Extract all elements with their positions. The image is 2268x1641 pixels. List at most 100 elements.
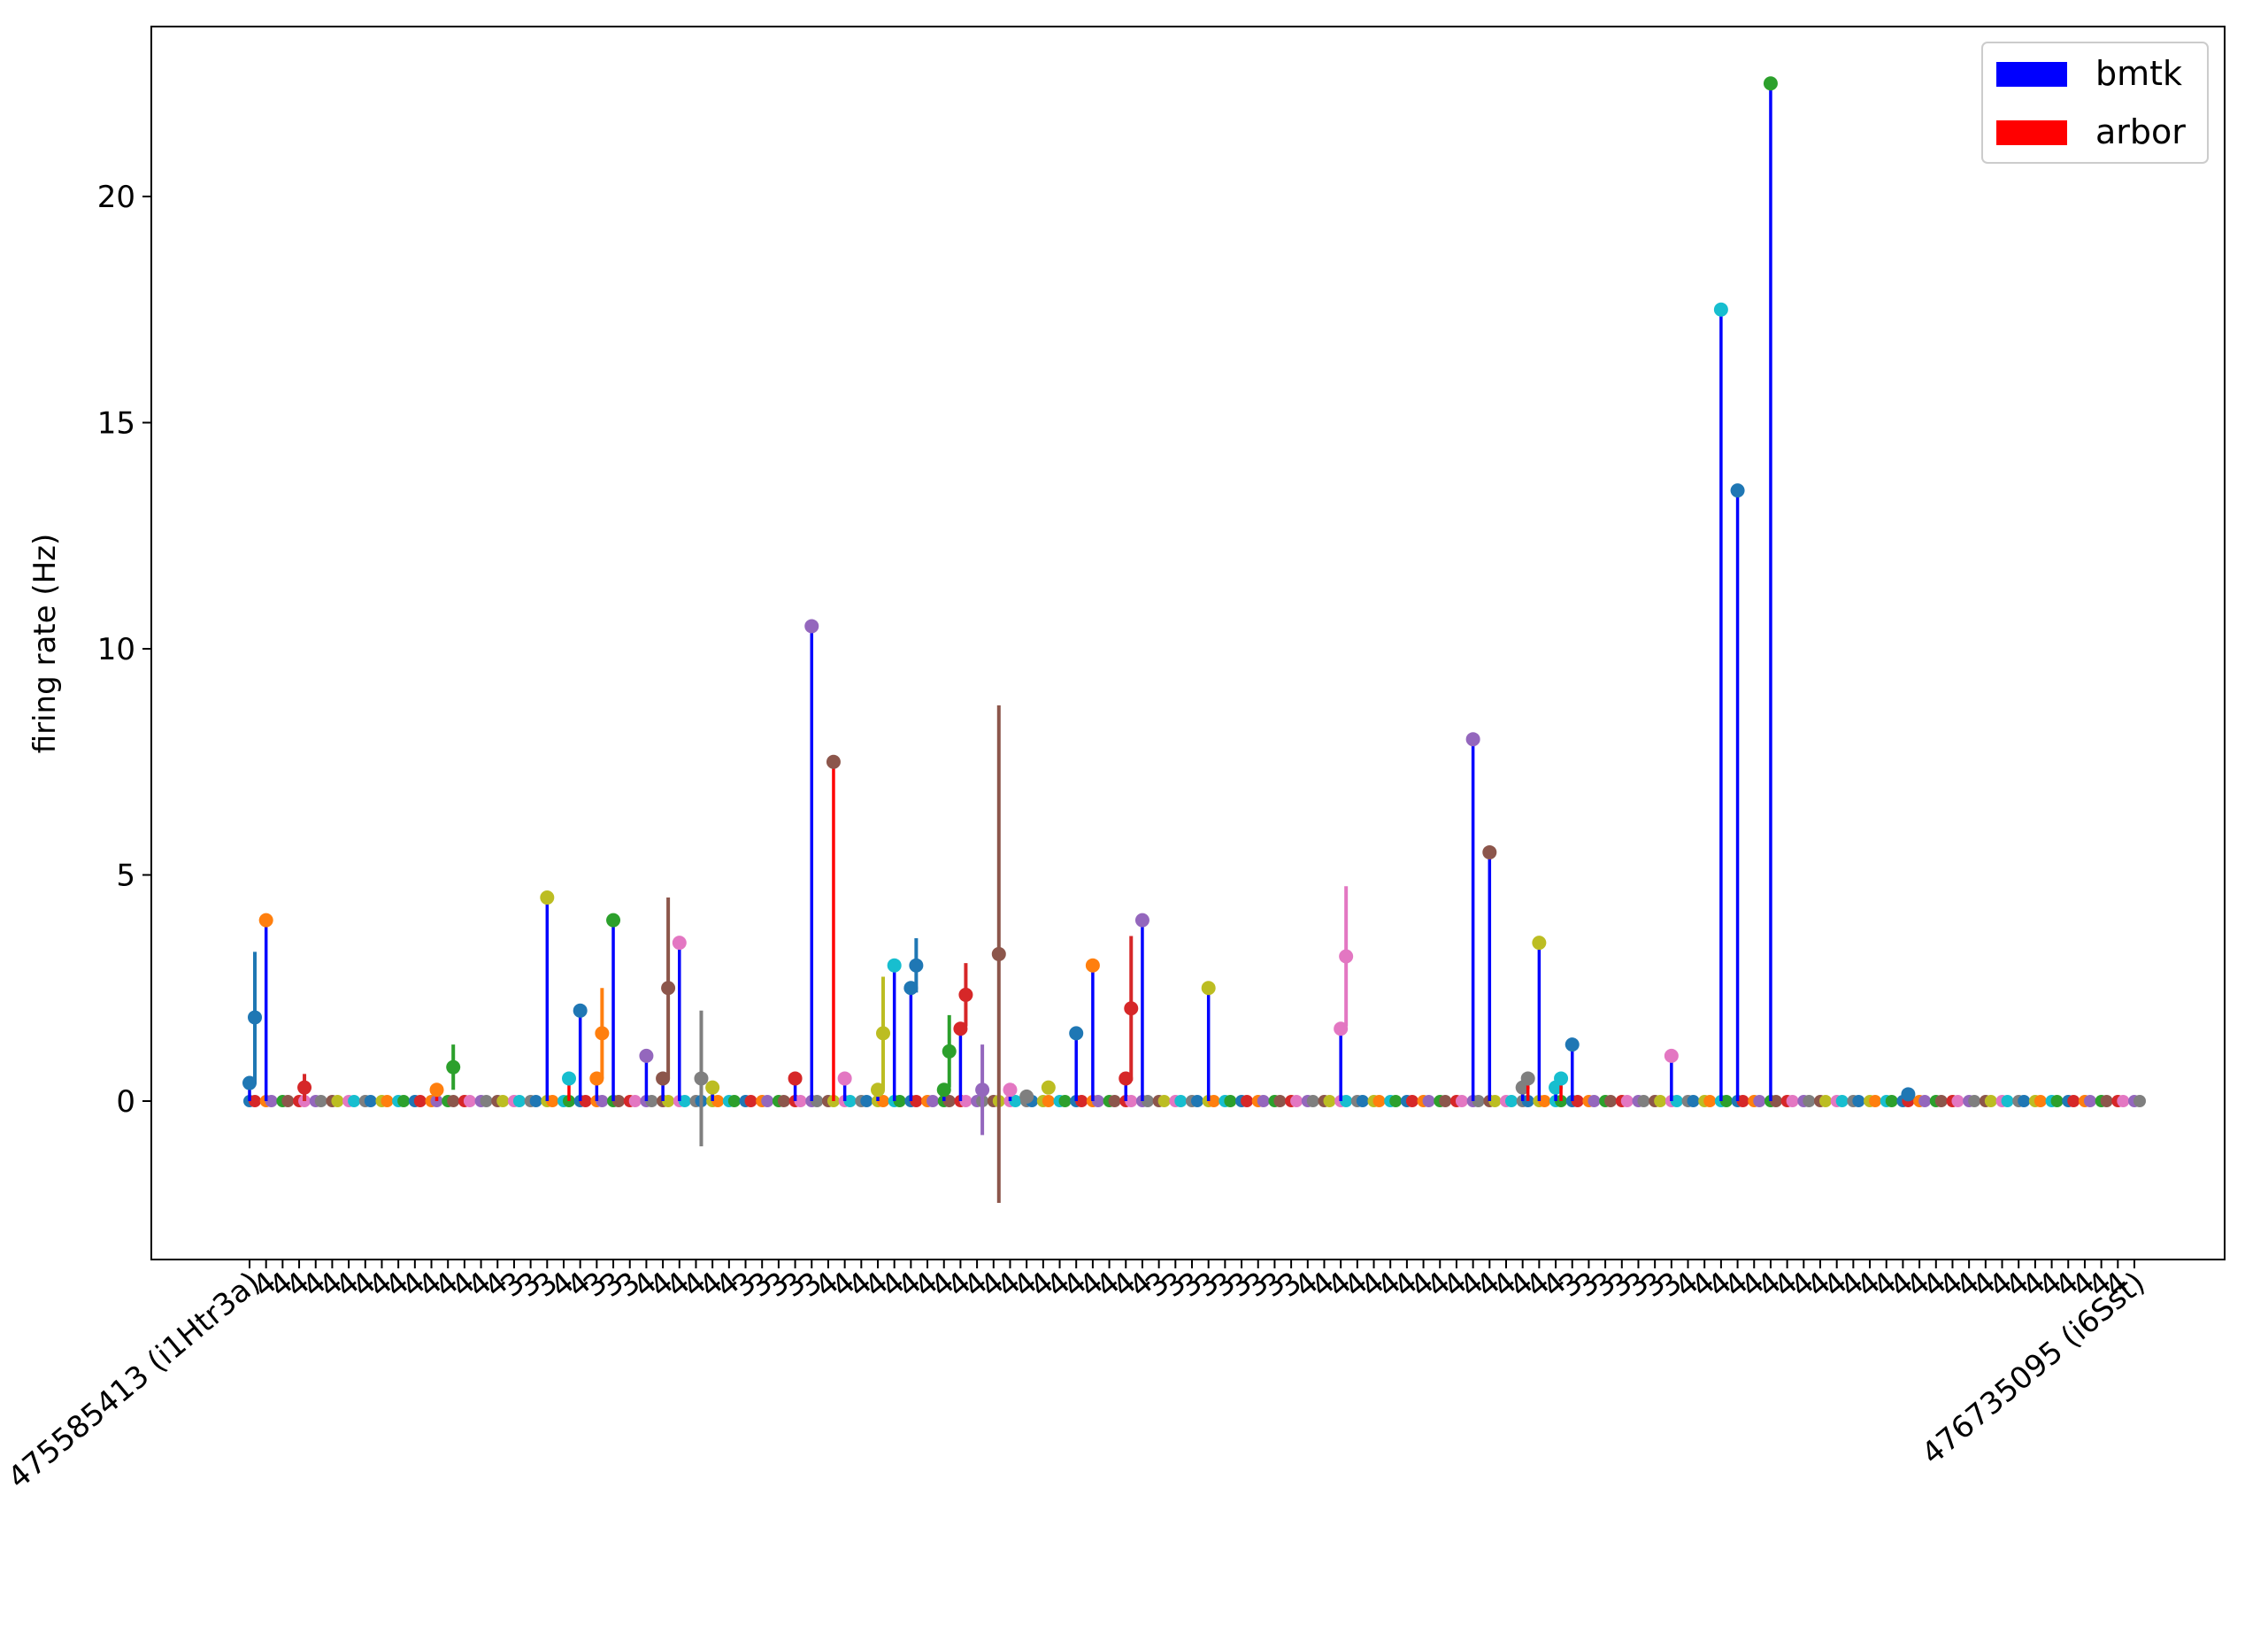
stem-group	[656, 898, 676, 1101]
arbor-point	[248, 1010, 262, 1025]
bmtk-point	[1532, 936, 1547, 951]
stem-group	[1085, 958, 1100, 1101]
bmtk-point	[540, 890, 555, 905]
bmtk-point	[1763, 76, 1778, 91]
zero-marker	[1340, 1095, 1353, 1107]
zero-marker	[1620, 1095, 1634, 1107]
stem-group	[1041, 1080, 1056, 1095]
stem-group	[573, 1003, 588, 1101]
bmtk-point	[606, 913, 621, 928]
stem-group	[639, 1048, 654, 1101]
legend-label: arbor	[2095, 112, 2186, 151]
zero-marker	[2100, 1095, 2113, 1107]
stem-group	[804, 619, 819, 1101]
stem-group	[1482, 844, 1497, 1101]
zero-marker	[348, 1095, 361, 1107]
legend-swatch	[1996, 120, 2067, 145]
bmtk-point	[1085, 958, 1100, 973]
arbor-point	[297, 1080, 312, 1095]
stem-group	[606, 913, 621, 1101]
bmtk-point	[1019, 1089, 1034, 1104]
stem-group	[1134, 913, 1149, 1101]
stem-group	[975, 1044, 990, 1136]
zero-marker	[1174, 1095, 1188, 1107]
zero-marker	[2083, 1095, 2096, 1107]
zero-marker	[1372, 1095, 1386, 1107]
zero-marker	[777, 1095, 790, 1107]
zero-marker	[910, 1095, 923, 1107]
bmtk-point	[258, 913, 273, 928]
zero-marker	[1703, 1095, 1717, 1107]
zero-marker	[1819, 1095, 1832, 1107]
zero-marker	[1108, 1095, 1121, 1107]
zero-marker	[1439, 1095, 1452, 1107]
zero-marker	[1389, 1095, 1403, 1107]
stem-group	[1334, 886, 1354, 1101]
y-tick-label: 5	[116, 859, 135, 894]
bmtk-point	[788, 1071, 803, 1086]
zero-marker	[1091, 1095, 1104, 1107]
zero-marker	[959, 1095, 973, 1107]
arbor-point	[429, 1082, 444, 1098]
zero-marker	[1869, 1095, 1882, 1107]
zero-marker	[1191, 1095, 1203, 1107]
zero-marker	[596, 1095, 609, 1107]
stem-group	[887, 958, 902, 1101]
zero-marker	[1405, 1095, 1418, 1107]
zero-marker	[1934, 1095, 1948, 1107]
arbor-point	[942, 1044, 957, 1059]
stem-group	[1901, 1087, 1916, 1102]
stems	[242, 76, 1916, 1203]
y-axis-label: firing rate (Hz)	[27, 534, 63, 754]
arbor-point	[958, 987, 973, 1002]
zero-marker	[2001, 1095, 2014, 1107]
zero-marker	[1356, 1095, 1369, 1107]
zero-marker	[1538, 1095, 1551, 1107]
bmtk-point	[1730, 483, 1745, 498]
zero-marker	[794, 1095, 807, 1107]
zero-marker	[1687, 1095, 1700, 1107]
zero-markers	[243, 1095, 2146, 1107]
zero-marker	[1951, 1095, 1964, 1107]
stem-group	[788, 1071, 803, 1101]
zero-marker	[1157, 1095, 1171, 1107]
zero-marker	[1604, 1095, 1618, 1107]
stem-group	[1730, 483, 1745, 1101]
bmtk-point	[1003, 1082, 1018, 1098]
zero-marker	[331, 1095, 344, 1107]
arbor-point	[1520, 1071, 1535, 1086]
zero-marker	[1207, 1095, 1220, 1107]
zero-marker	[1918, 1095, 1932, 1107]
zero-marker	[1306, 1095, 1319, 1107]
stem-group	[1565, 1037, 1580, 1101]
legend: bmtk arbor	[1981, 42, 2209, 164]
zero-marker	[1852, 1095, 1865, 1107]
stem-group	[1069, 1026, 1084, 1101]
stem-group	[672, 936, 687, 1101]
stem-group	[1119, 936, 1139, 1101]
stem-group	[242, 951, 262, 1101]
bmtk-point	[639, 1048, 654, 1063]
stem-group	[1515, 1071, 1535, 1101]
arbor-point	[1041, 1080, 1056, 1095]
arbor-point	[595, 1026, 610, 1041]
stem-group	[903, 938, 924, 1101]
zero-marker	[877, 1095, 889, 1107]
zero-marker	[612, 1095, 626, 1107]
zero-marker	[2117, 1095, 2130, 1107]
zero-marker	[1455, 1095, 1468, 1107]
zero-marker	[1472, 1095, 1485, 1107]
zero-marker	[546, 1095, 559, 1107]
bmtk-point	[705, 1080, 720, 1095]
zero-marker	[2050, 1095, 2064, 1107]
zero-marker	[662, 1095, 675, 1107]
bmtk-point	[804, 619, 819, 634]
stem-group	[562, 1071, 576, 1101]
zero-marker	[579, 1095, 592, 1107]
stem-group	[1532, 936, 1547, 1101]
stem-group	[953, 963, 973, 1101]
zero-marker	[942, 1095, 956, 1107]
zero-marker	[926, 1095, 940, 1107]
